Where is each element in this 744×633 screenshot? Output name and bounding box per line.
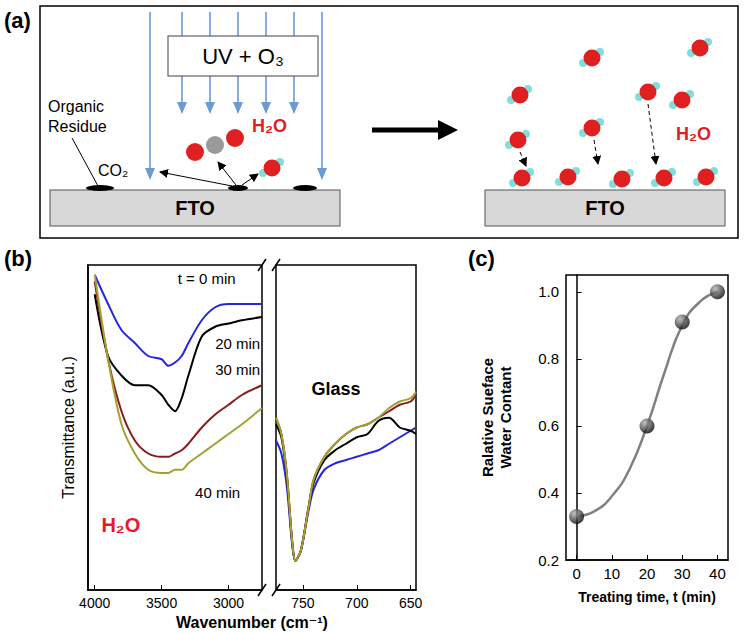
svg-text:Organic: Organic xyxy=(48,98,104,115)
svg-text:40 min: 40 min xyxy=(195,484,240,501)
svg-text:Water Contant: Water Contant xyxy=(497,367,514,469)
svg-text:0.6: 0.6 xyxy=(538,417,559,434)
svg-text:Treating time, t (min): Treating time, t (min) xyxy=(578,589,716,605)
svg-text:0: 0 xyxy=(572,565,580,582)
svg-text:20: 20 xyxy=(639,565,656,582)
svg-text:30 min: 30 min xyxy=(215,361,260,378)
svg-text:(c): (c) xyxy=(468,246,495,271)
svg-text:t = 0 min: t = 0 min xyxy=(178,270,236,287)
svg-text:700: 700 xyxy=(345,595,369,611)
svg-text:CO₂: CO₂ xyxy=(98,162,128,179)
svg-text:10: 10 xyxy=(603,565,620,582)
svg-text:FTO: FTO xyxy=(175,197,215,219)
svg-text:40: 40 xyxy=(709,565,726,582)
svg-text:20 min: 20 min xyxy=(215,335,260,352)
svg-text:Ralative Sueface: Ralative Sueface xyxy=(479,358,496,477)
svg-text:Wavenumber (cm⁻¹): Wavenumber (cm⁻¹) xyxy=(176,614,328,631)
svg-text:750: 750 xyxy=(291,595,315,611)
svg-text:(a): (a) xyxy=(4,8,31,33)
svg-text:H₂O: H₂O xyxy=(101,514,140,536)
svg-text:3500: 3500 xyxy=(146,595,177,611)
svg-text:Transmittance (a.u.): Transmittance (a.u.) xyxy=(60,356,77,499)
svg-text:FTO: FTO xyxy=(585,197,625,219)
svg-text:UV + O₃: UV + O₃ xyxy=(202,44,284,69)
svg-text:1.0: 1.0 xyxy=(538,283,559,300)
svg-text:4000: 4000 xyxy=(79,595,110,611)
svg-text:0.2: 0.2 xyxy=(538,552,559,569)
svg-text:H₂O: H₂O xyxy=(676,124,711,144)
svg-text:0.8: 0.8 xyxy=(538,350,559,367)
svg-text:30: 30 xyxy=(674,565,691,582)
svg-text:3000: 3000 xyxy=(213,595,244,611)
svg-text:0.4: 0.4 xyxy=(538,484,559,501)
svg-text:650: 650 xyxy=(399,595,423,611)
svg-text:H₂O: H₂O xyxy=(252,116,287,136)
svg-text:Glass: Glass xyxy=(312,379,361,399)
svg-text:Residue: Residue xyxy=(48,118,107,135)
svg-text:(b): (b) xyxy=(4,246,32,271)
